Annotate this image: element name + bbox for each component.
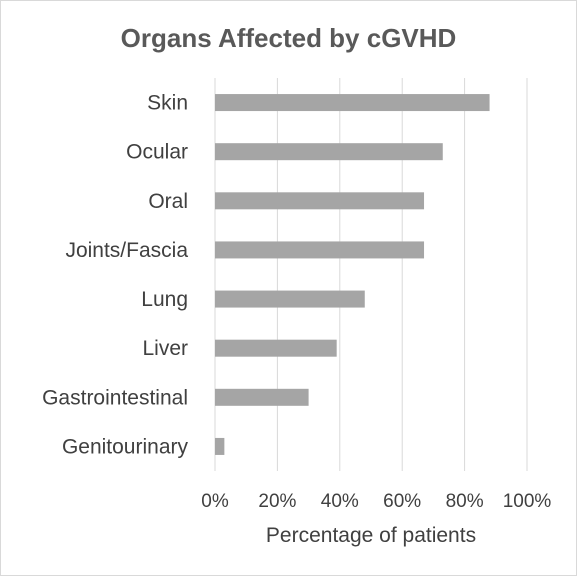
bar — [215, 290, 365, 308]
bar — [215, 241, 425, 259]
category-label: Joints/Fascia — [65, 239, 188, 262]
x-tick-label: 60% — [383, 491, 421, 512]
category-label: Ocular — [126, 141, 188, 164]
chart-title: Organs Affected by cGVHD — [120, 23, 457, 53]
bar — [215, 437, 225, 455]
x-tick-label: 20% — [258, 491, 296, 512]
x-tick-label: 80% — [446, 491, 484, 512]
bar — [215, 94, 490, 112]
bar — [215, 143, 443, 161]
x-tick-label: 100% — [503, 491, 552, 512]
x-axis-title: Percentage of patients — [266, 524, 476, 547]
category-label: Gastrointestinal — [42, 386, 188, 409]
bar — [215, 388, 309, 406]
bar — [215, 192, 425, 210]
category-label: Liver — [142, 337, 188, 360]
category-label: Genitourinary — [62, 435, 189, 458]
bar — [215, 339, 337, 357]
x-tick-label: 0% — [201, 491, 229, 512]
category-label: Oral — [148, 190, 188, 213]
category-label: Lung — [141, 288, 188, 311]
x-tick-label: 40% — [321, 491, 359, 512]
category-label: Skin — [147, 92, 188, 115]
